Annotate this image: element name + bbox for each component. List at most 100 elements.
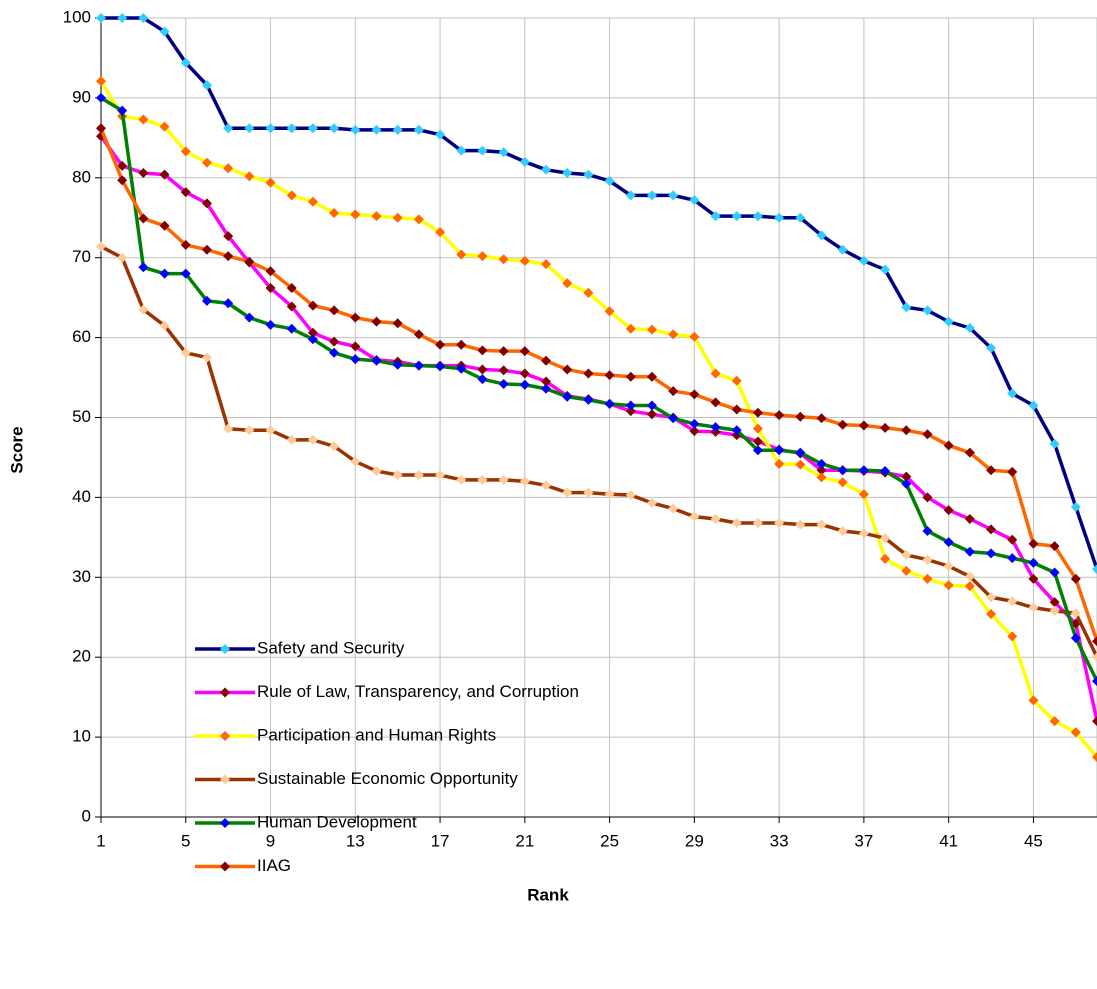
point-marker [943, 505, 954, 516]
point-marker [986, 609, 997, 620]
point-marker [541, 259, 552, 270]
series-line [100, 244, 1097, 658]
series-line [99, 127, 1097, 642]
point-marker [837, 419, 848, 430]
point-marker [1007, 534, 1018, 545]
point-marker [1028, 557, 1039, 568]
point-marker [223, 423, 234, 434]
point-marker [1007, 466, 1018, 477]
point-marker [329, 305, 340, 316]
point-marker [392, 359, 403, 370]
point-marker [1007, 388, 1018, 399]
point-marker [964, 571, 975, 582]
point-marker [286, 301, 297, 312]
point-marker [350, 456, 361, 467]
y-tick-label: 100 [63, 7, 91, 26]
point-marker [731, 517, 742, 528]
point-marker [625, 400, 636, 411]
point-marker [519, 255, 530, 266]
point-marker [901, 478, 912, 489]
point-marker [413, 470, 424, 481]
point-marker [562, 391, 573, 402]
legend-marker [220, 731, 230, 741]
point-marker [964, 581, 975, 592]
point-marker [541, 355, 552, 366]
point-marker [604, 306, 615, 317]
point-marker [1049, 716, 1060, 727]
point-marker [223, 123, 234, 134]
point-marker [689, 426, 700, 437]
point-marker [604, 398, 615, 409]
point-marker [286, 283, 297, 294]
point-marker [858, 255, 869, 266]
point-marker [96, 76, 106, 87]
x-tick-label: 21 [515, 831, 534, 850]
point-marker [498, 346, 509, 357]
point-marker [329, 207, 340, 218]
point-marker [456, 145, 467, 156]
point-marker [541, 376, 552, 387]
point-marker [329, 336, 340, 347]
point-marker [710, 513, 721, 524]
point-marker [710, 368, 721, 379]
point-marker [943, 316, 954, 327]
point-marker [858, 420, 869, 431]
point-marker [1070, 727, 1081, 738]
point-marker [1049, 597, 1060, 608]
point-marker [986, 548, 997, 559]
point-marker [1092, 564, 1097, 575]
point-marker [901, 565, 912, 576]
point-marker [286, 123, 297, 134]
point-marker [138, 304, 149, 315]
point-marker [159, 320, 170, 331]
point-marker [1007, 631, 1018, 642]
point-marker [392, 470, 403, 481]
point-marker [858, 489, 869, 500]
point-marker [668, 190, 679, 201]
point-marker [943, 537, 954, 548]
point-marker [265, 283, 276, 294]
point-marker [795, 459, 806, 470]
x-tick-label: 17 [431, 831, 450, 850]
y-tick-label: 10 [72, 727, 91, 746]
point-marker [96, 241, 106, 252]
point-marker [880, 533, 891, 544]
point-marker [1092, 636, 1097, 647]
point-marker [583, 394, 594, 405]
point-marker [329, 347, 340, 358]
point-marker [350, 312, 361, 323]
point-marker [371, 316, 382, 327]
point-marker [223, 251, 234, 262]
point-marker [901, 471, 912, 482]
point-marker [774, 445, 785, 456]
point-marker [96, 123, 106, 134]
point-marker [456, 474, 467, 485]
point-marker [96, 13, 106, 23]
point-marker [689, 511, 700, 522]
point-marker [943, 440, 954, 451]
point-marker [498, 147, 509, 158]
point-marker [159, 220, 170, 231]
point-marker [244, 171, 255, 182]
point-marker [1092, 676, 1097, 687]
point-marker [837, 465, 848, 476]
point-marker [731, 404, 742, 415]
x-tick-label: 41 [939, 831, 958, 850]
point-marker [625, 323, 636, 334]
point-marker [286, 323, 297, 334]
y-tick-label: 40 [72, 487, 91, 506]
point-marker [689, 331, 700, 342]
point-marker [1092, 716, 1097, 727]
point-marker [244, 425, 255, 436]
point-marker [286, 434, 297, 445]
point-marker [901, 549, 912, 560]
point-marker [180, 146, 191, 157]
point-marker [350, 209, 361, 220]
point-marker [456, 363, 467, 374]
point-marker [837, 525, 848, 536]
point-marker [689, 418, 700, 429]
point-marker [392, 318, 403, 329]
point-marker [371, 355, 382, 366]
point-marker [710, 397, 721, 408]
x-tick-label: 13 [346, 831, 365, 850]
